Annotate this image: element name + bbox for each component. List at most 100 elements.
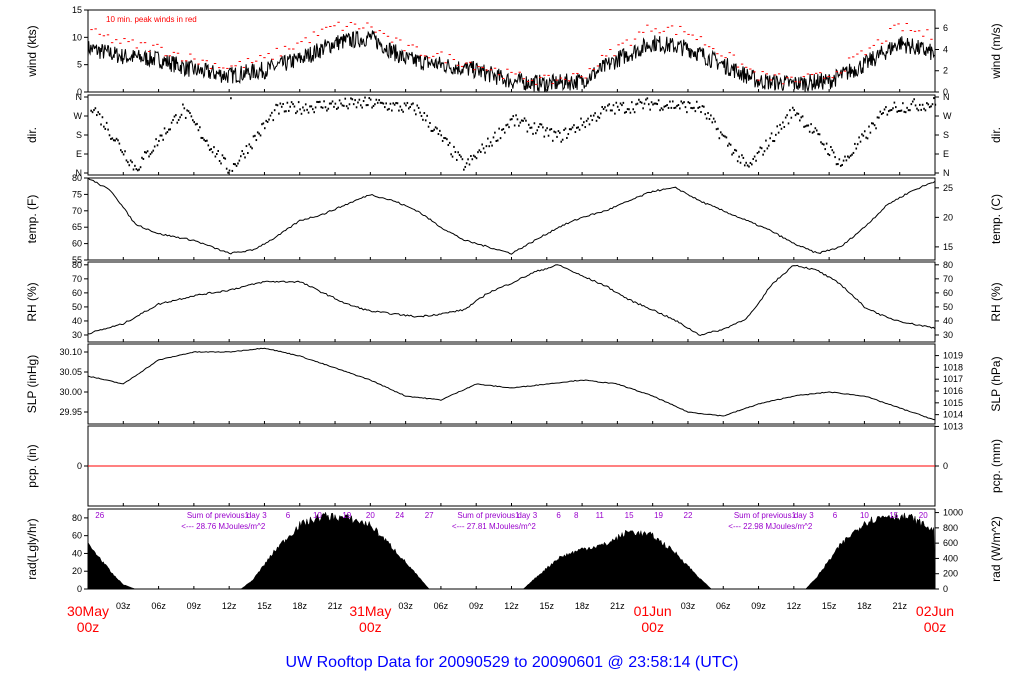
direction-point (765, 139, 767, 142)
direction-point (673, 107, 675, 110)
direction-point (786, 114, 788, 117)
direction-point (623, 111, 626, 114)
ytick-right-label: 50 (943, 302, 953, 312)
direction-point (862, 134, 865, 137)
direction-point (707, 112, 709, 115)
direction-point (598, 116, 601, 119)
daily-sum-value: <--- 28.76 MJoules/m^2 (181, 522, 266, 531)
ytick-left-label: 0 (77, 87, 82, 97)
direction-point (263, 127, 266, 130)
direction-point (415, 113, 417, 116)
direction-point (98, 113, 101, 116)
direction-point (618, 108, 620, 111)
ytick-left-label: 65 (72, 222, 82, 232)
direction-point (333, 105, 335, 108)
direction-point (876, 116, 879, 119)
direction-point (145, 151, 148, 154)
direction-point (917, 109, 920, 112)
direction-point (297, 101, 300, 104)
direction-point (324, 106, 327, 109)
direction-point (767, 144, 770, 147)
direction-point (433, 128, 435, 131)
ytick-left-label: 30 (72, 330, 82, 340)
direction-point (607, 104, 609, 107)
direction-point (316, 100, 318, 103)
direction-point (677, 104, 680, 107)
direction-point (422, 118, 424, 121)
direction-point (337, 106, 339, 109)
ytick-right-label: E (943, 149, 949, 159)
ylabel-left: SLP (inHg) (25, 355, 39, 413)
direction-point (854, 142, 856, 145)
ytick-left-label: 80 (72, 260, 82, 270)
direction-point (311, 108, 314, 111)
direction-point (739, 161, 742, 164)
direction-point (355, 106, 358, 109)
ytick-left-label: 10 (72, 32, 82, 42)
rad-hour-label: 3 (262, 511, 267, 520)
direction-point (878, 116, 880, 119)
direction-point (498, 127, 500, 130)
direction-point (474, 155, 476, 158)
direction-point (386, 108, 389, 111)
direction-point (416, 104, 419, 107)
direction-point (793, 109, 795, 112)
direction-point (560, 140, 563, 143)
direction-point (511, 118, 513, 121)
direction-point (806, 124, 808, 127)
direction-point (676, 104, 678, 107)
direction-point (208, 148, 211, 151)
direction-point (471, 158, 474, 161)
xtick-label: 03z (681, 601, 696, 611)
direction-point (317, 101, 320, 104)
direction-point (407, 107, 410, 110)
direction-point (217, 149, 220, 152)
direction-point (399, 105, 402, 108)
ytick-right-label: W (943, 111, 952, 121)
rad-hour-label: 19 (654, 511, 663, 520)
direction-point (230, 97, 232, 100)
direction-point (282, 103, 284, 106)
direction-point (167, 128, 170, 131)
direction-point (667, 106, 670, 109)
direction-point (129, 159, 132, 162)
direction-point (254, 134, 256, 137)
xtick-label: 21z (328, 601, 343, 611)
direction-point (578, 128, 581, 131)
direction-point (242, 152, 245, 155)
direction-point (875, 127, 877, 130)
direction-point (221, 154, 224, 157)
direction-point (482, 147, 485, 150)
direction-point (748, 165, 750, 168)
rad-hour-label: 1 (245, 511, 250, 520)
direction-point (910, 103, 913, 106)
direction-point (921, 103, 924, 106)
direction-point (468, 163, 471, 166)
direction-point (749, 161, 752, 164)
direction-point (688, 102, 691, 105)
direction-point (639, 100, 642, 103)
direction-point (101, 116, 104, 119)
direction-point (518, 124, 520, 127)
direction-point (262, 122, 265, 125)
panel-wind: wind (kts) wind (m/s) 0 5 10 15 0 2 4 6 10 min. pe… (25, 5, 1003, 97)
direction-point (203, 138, 205, 141)
direction-point (463, 168, 465, 171)
direction-point (821, 142, 824, 145)
ylabel-left: wind (kts) (25, 25, 39, 77)
direction-point (162, 138, 164, 141)
xtick-label: 06z (434, 601, 449, 611)
direction-point (354, 99, 356, 102)
ylabel-left: rad(Lgly/hr) (25, 518, 39, 579)
direction-point (465, 162, 468, 165)
direction-point (406, 101, 409, 104)
direction-point (470, 155, 472, 158)
direction-point (868, 125, 870, 128)
direction-point (374, 103, 376, 106)
direction-point (204, 140, 207, 143)
direction-point (659, 109, 661, 112)
ytick-left-label: 29.95 (59, 407, 82, 417)
direction-point (444, 137, 447, 140)
direction-point (708, 118, 711, 121)
direction-point (650, 101, 653, 104)
